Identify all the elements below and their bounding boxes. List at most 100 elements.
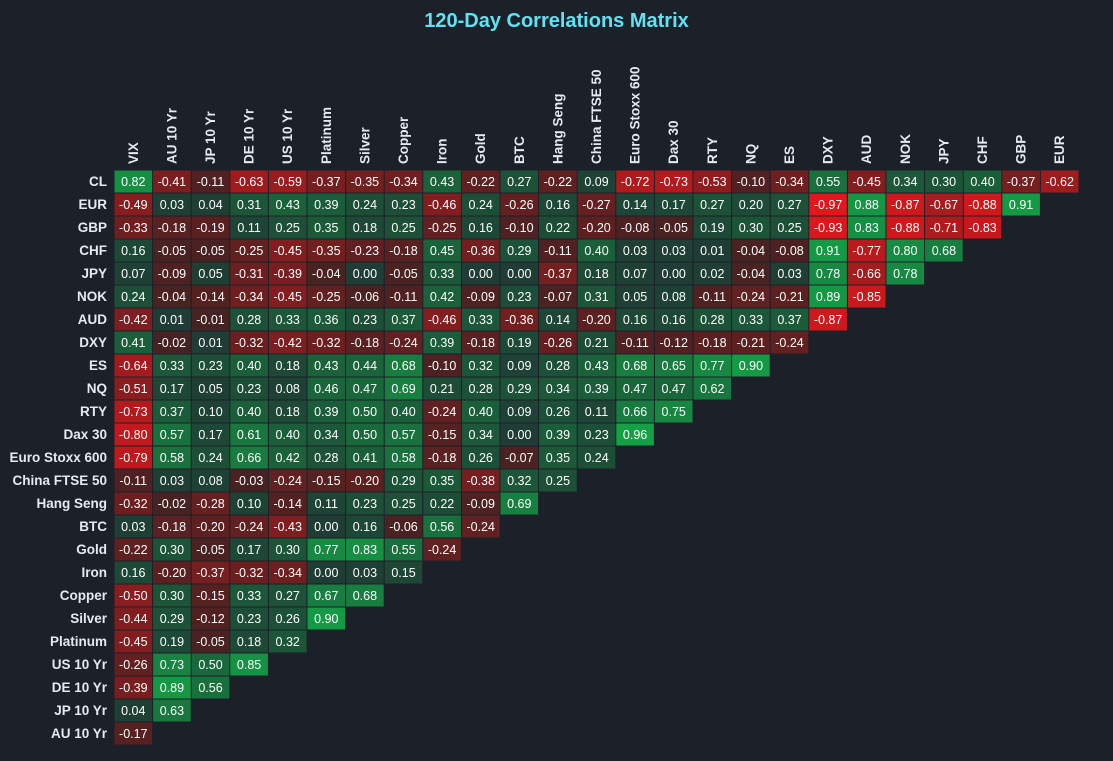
cell-value: 0.05 xyxy=(198,267,222,281)
cell-value: 0.30 xyxy=(276,543,300,557)
heatmap-cell xyxy=(461,469,500,492)
cell-value: 0.35 xyxy=(314,221,338,235)
heatmap-cell xyxy=(963,170,1002,193)
heatmap-cell xyxy=(268,630,307,653)
heatmap-cell xyxy=(461,239,500,262)
heatmap-cell xyxy=(230,515,268,538)
row-label: Dax 30 xyxy=(63,427,107,442)
cell-value: -0.18 xyxy=(158,221,187,235)
heatmap-cell xyxy=(191,354,230,377)
cell-value: -0.24 xyxy=(428,543,457,557)
heatmap-cell xyxy=(268,193,307,216)
heatmap-cell xyxy=(268,308,307,331)
cell-value: -0.28 xyxy=(196,497,225,511)
cell-value: 0.42 xyxy=(430,290,454,304)
heatmap-cell xyxy=(423,446,461,469)
cell-value: 0.25 xyxy=(777,221,801,235)
column-label: RTY xyxy=(705,137,720,164)
heatmap-cell xyxy=(307,239,346,262)
heatmap-cell xyxy=(346,492,384,515)
cell-value: -0.20 xyxy=(582,221,611,235)
cell-value: 0.22 xyxy=(430,497,454,511)
cell-value: 0.23 xyxy=(507,290,531,304)
heatmap-cell xyxy=(539,400,577,423)
heatmap-cell xyxy=(191,423,230,446)
cell-value: 0.37 xyxy=(391,313,415,327)
cell-value: -0.73 xyxy=(659,175,688,189)
heatmap-cell xyxy=(654,170,693,193)
cell-value: 0.08 xyxy=(276,382,300,396)
column-label: ES xyxy=(782,146,797,164)
cell-value: -0.77 xyxy=(852,244,881,258)
heatmap-cell xyxy=(191,262,230,285)
cell-value: -0.88 xyxy=(968,198,997,212)
cell-value: -0.41 xyxy=(158,175,187,189)
cell-value: 0.17 xyxy=(662,198,686,212)
heatmap-cell xyxy=(732,308,770,331)
heatmap-cell xyxy=(732,170,770,193)
heatmap-cell xyxy=(847,285,886,308)
heatmap-cell xyxy=(539,262,577,285)
cell-value: 0.07 xyxy=(623,267,647,281)
heatmap-cell xyxy=(307,354,346,377)
heatmap-cell xyxy=(693,170,732,193)
heatmap-cell xyxy=(346,400,384,423)
row-label: DE 10 Yr xyxy=(52,680,108,695)
heatmap-cell xyxy=(191,561,230,584)
heatmap-cell xyxy=(153,308,191,331)
cell-value: 0.44 xyxy=(353,359,377,373)
cell-value: 0.00 xyxy=(662,267,686,281)
cell-value: 0.29 xyxy=(507,244,531,258)
heatmap-cell xyxy=(500,331,539,354)
heatmap-cell xyxy=(577,377,616,400)
cell-value: 0.16 xyxy=(121,566,145,580)
cell-value: 0.18 xyxy=(276,359,300,373)
cell-value: -0.67 xyxy=(930,198,959,212)
cell-value: 0.33 xyxy=(430,267,454,281)
cell-value: -0.42 xyxy=(273,336,302,350)
cell-value: -0.11 xyxy=(544,244,572,258)
cell-value: 0.30 xyxy=(739,221,763,235)
heatmap-cell xyxy=(346,216,384,239)
heatmap-cell xyxy=(153,377,191,400)
cell-value: 0.03 xyxy=(623,244,647,258)
cell-value: -0.20 xyxy=(196,520,225,534)
cell-value: -0.73 xyxy=(119,405,148,419)
heatmap-cell xyxy=(732,331,770,354)
cell-value: 0.33 xyxy=(739,313,763,327)
cell-value: 0.82 xyxy=(121,175,145,189)
cell-value: 0.34 xyxy=(546,382,570,396)
heatmap-cell xyxy=(114,446,153,469)
cell-value: 0.04 xyxy=(121,704,145,718)
heatmap-cell xyxy=(616,423,654,446)
cell-value: 0.23 xyxy=(237,382,261,396)
heatmap-cell xyxy=(230,630,268,653)
heatmap-cell xyxy=(616,308,654,331)
heatmap-cell xyxy=(307,377,346,400)
row-label: GBP xyxy=(78,220,107,235)
cell-value: 0.15 xyxy=(391,566,415,580)
cell-value: -0.18 xyxy=(158,520,187,534)
cell-value: 0.58 xyxy=(160,451,184,465)
heatmap-cell xyxy=(230,423,268,446)
heatmap-cell xyxy=(346,446,384,469)
column-label: JP 10 Yr xyxy=(203,110,218,164)
heatmap-cell xyxy=(770,331,809,354)
cell-value: -0.32 xyxy=(235,336,264,350)
cell-value: -0.26 xyxy=(505,198,534,212)
heatmap-cell xyxy=(770,216,809,239)
row-label: RTY xyxy=(80,404,107,419)
cell-value: 0.29 xyxy=(507,382,531,396)
heatmap-cell xyxy=(191,584,230,607)
cell-value: 0.58 xyxy=(391,451,415,465)
cell-value: 0.32 xyxy=(507,474,531,488)
cell-value: 0.31 xyxy=(584,290,608,304)
cell-value: -0.14 xyxy=(273,497,302,511)
heatmap-cell xyxy=(346,285,384,308)
cell-value: 0.00 xyxy=(469,267,493,281)
cell-value: -0.39 xyxy=(119,681,148,695)
heatmap-cell xyxy=(654,331,693,354)
heatmap-cell xyxy=(230,308,268,331)
heatmap-cell xyxy=(230,239,268,262)
cell-value: 0.33 xyxy=(237,589,261,603)
